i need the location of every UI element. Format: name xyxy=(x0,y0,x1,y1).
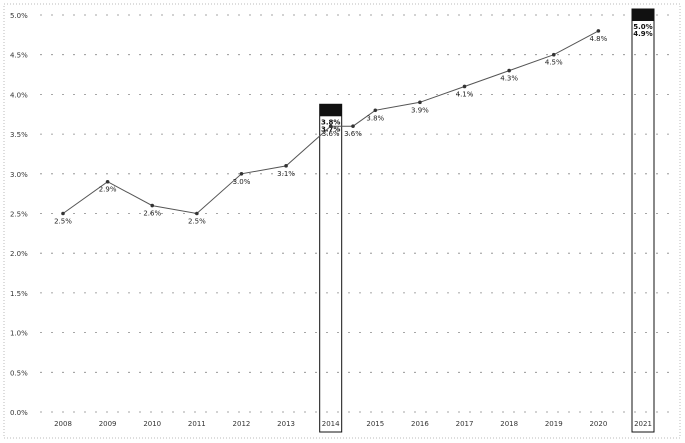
data-label: 3.8% xyxy=(366,114,384,122)
data-point xyxy=(328,124,333,128)
data-point xyxy=(150,203,155,208)
x-axis: 2008 2009 2010 2011 2012 2013 2014 2015 2016 2017… xyxy=(54,420,652,428)
highlight-box xyxy=(631,8,655,433)
highlight-box xyxy=(319,103,343,433)
highlight-boxes: 3.8%3.7%5.0%4.9% xyxy=(319,8,655,433)
series-line: 2.5% 2.9% 2.6% 2.5% 3.0% 3.1% 3.6% 3.6% 3.8% 3.9%… xyxy=(54,29,608,226)
data-label: 3.6% xyxy=(322,130,340,138)
data-point xyxy=(596,29,601,33)
highlight-box-cap xyxy=(632,9,654,21)
data-label: 3.1% xyxy=(277,170,295,178)
series-path xyxy=(62,30,599,215)
y-tick-label: 1.5% xyxy=(10,290,28,298)
data-point xyxy=(373,108,378,113)
x-tick-label: 2017 xyxy=(456,420,474,428)
y-axis: 0.0% 0.5% 1.0% 1.5% 2.0% 2.5% 3.0% 3.5% 4.0% 4.5%… xyxy=(10,12,28,417)
highlight-label: 4.9% xyxy=(633,30,652,38)
data-point xyxy=(105,179,110,184)
data-point xyxy=(551,52,556,57)
data-label: 4.3% xyxy=(500,75,518,83)
x-tick-label: 2010 xyxy=(143,420,161,428)
data-label: 3.6% xyxy=(344,130,362,138)
data-point xyxy=(351,124,355,128)
data-point xyxy=(61,211,65,216)
x-tick-label: 2019 xyxy=(545,420,563,428)
x-tick-label: 2015 xyxy=(366,420,384,428)
y-tick-label: 0.5% xyxy=(10,369,28,377)
x-tick-label: 2018 xyxy=(500,420,518,428)
x-tick-label: 2014 xyxy=(322,420,340,428)
y-tick-label: 1.0% xyxy=(10,330,28,338)
highlight-box-cap xyxy=(319,104,342,117)
y-tick-label: 4.0% xyxy=(10,91,28,99)
highlight-label: 3.8% xyxy=(321,118,340,126)
x-tick-label: 2012 xyxy=(233,420,251,428)
data-label: 2.5% xyxy=(54,218,72,226)
data-point xyxy=(507,68,511,73)
x-tick-label: 2011 xyxy=(188,420,206,428)
y-tick-label: 2.5% xyxy=(10,211,28,219)
y-tick-label: 5.0% xyxy=(10,12,28,20)
highlight-label: 5.0% xyxy=(633,23,652,31)
x-tick-label: 2013 xyxy=(277,420,295,428)
x-tick-label: 2021 xyxy=(634,420,652,428)
data-label: 3.0% xyxy=(233,178,251,186)
data-label: 2.5% xyxy=(188,218,206,226)
x-tick-label: 2020 xyxy=(589,420,607,428)
x-tick-label: 2016 xyxy=(411,420,429,428)
data-label: 2.6% xyxy=(143,210,161,218)
data-point xyxy=(195,211,199,216)
data-label: 4.1% xyxy=(456,90,474,98)
data-point xyxy=(239,172,244,176)
data-point xyxy=(462,84,467,89)
highlight-label: 3.7% xyxy=(321,125,340,133)
y-tick-label: 4.5% xyxy=(10,52,28,60)
y-tick-label: 3.0% xyxy=(10,171,28,179)
y-tick-label: 0.0% xyxy=(10,409,28,417)
data-label: 2.9% xyxy=(99,186,117,194)
y-tick-label: 3.5% xyxy=(10,131,28,139)
x-tick-label: 2008 xyxy=(54,420,72,428)
data-label: 3.9% xyxy=(411,106,429,114)
y-tick-label: 2.0% xyxy=(10,250,28,258)
data-point xyxy=(418,100,422,105)
x-tick-label: 2009 xyxy=(99,420,117,428)
data-label: 4.8% xyxy=(589,35,607,43)
data-label: 4.5% xyxy=(545,59,563,67)
data-point xyxy=(284,164,288,168)
